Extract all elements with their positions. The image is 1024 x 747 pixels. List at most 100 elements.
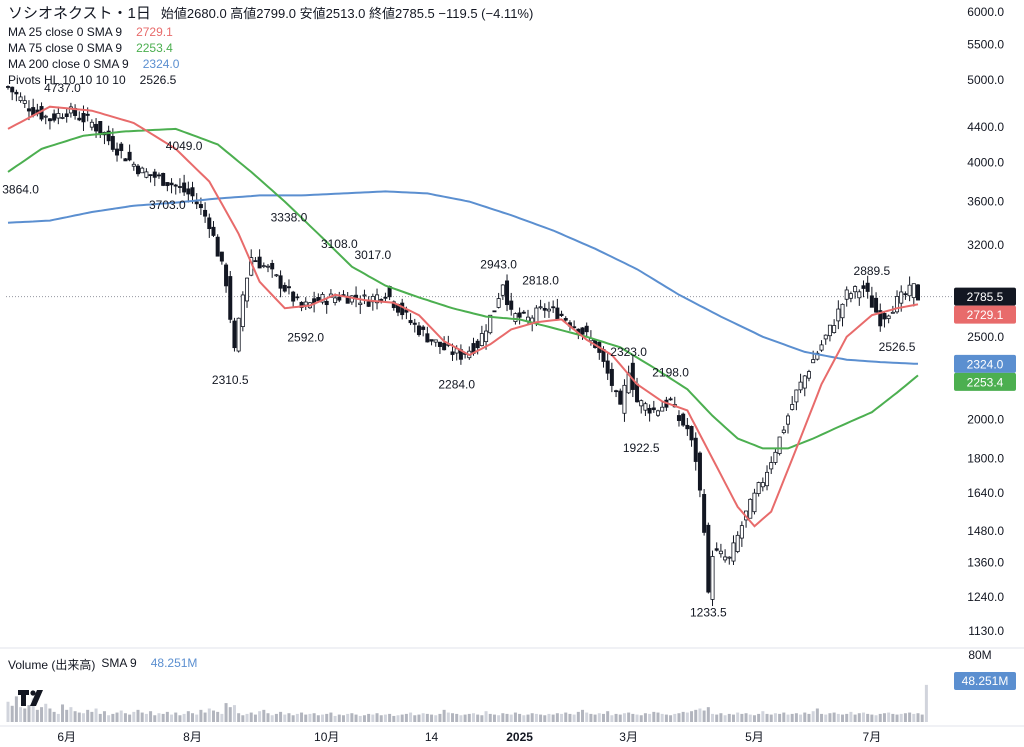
candle-body [723, 556, 728, 561]
volume-bar [111, 713, 115, 722]
volume-bar [10, 705, 14, 722]
volume-bar [337, 714, 341, 722]
candle-body [337, 296, 342, 301]
volume-bar [723, 715, 727, 722]
y-tick-label: 2000.0 [967, 413, 1004, 427]
volume-bar [153, 715, 157, 722]
volume-bar [761, 711, 765, 722]
candle-body [580, 327, 585, 335]
volume-bar [350, 713, 354, 722]
volume-bar [329, 712, 333, 722]
candle-body [727, 556, 732, 559]
candle-body [43, 115, 48, 118]
candle-body [853, 286, 858, 293]
candle-body [668, 398, 673, 401]
volume-label: Volume (出来高) [8, 658, 96, 672]
candle-body [240, 294, 245, 327]
volume-bar [736, 712, 740, 722]
volume-bar [224, 703, 228, 722]
pivot-label: 2310.5 [212, 373, 249, 387]
candle-body [358, 302, 363, 305]
candle-body [421, 326, 426, 330]
volume-bar [853, 714, 857, 722]
candle-body [274, 274, 279, 277]
price-label-bg [954, 287, 1016, 306]
volume-bar [820, 713, 824, 722]
tradingview-logo-icon[interactable] [18, 688, 46, 708]
candle-body [286, 286, 291, 289]
candle-body [916, 284, 921, 301]
ma200-line [7, 190, 919, 365]
candle-body [551, 306, 556, 309]
volume-bar [916, 713, 920, 722]
legend-ma75[interactable]: MA 75 close 0 SMA 9 2253.4 [8, 40, 533, 56]
legend-pivots[interactable]: Pivots HL 10 10 10 10 2526.5 [8, 72, 533, 88]
volume-bar [866, 713, 870, 722]
candle-body [861, 285, 866, 289]
candle-body [198, 204, 203, 209]
ohlc-values: 始値2680.0 高値2799.0 安値2513.0 終値2785.5 −119… [160, 6, 534, 21]
volume-bar [199, 709, 203, 722]
volume-bar [203, 712, 207, 722]
candle-body [815, 352, 820, 360]
candle-body [660, 406, 665, 412]
candle-body [161, 172, 166, 186]
volume-bar [430, 714, 434, 722]
legend-ma25[interactable]: MA 25 close 0 SMA 9 2729.1 [8, 24, 533, 40]
volume-bar [824, 714, 828, 722]
volume-price-label: 48.251M [962, 674, 1009, 688]
volume-bar [711, 713, 715, 722]
volume-bar [195, 714, 199, 722]
volume-bar [56, 713, 60, 722]
volume-bar [94, 708, 98, 722]
volume-bar [799, 714, 803, 722]
candle-body [869, 295, 874, 308]
volume-bar [731, 714, 735, 722]
pivots-label: Pivots HL 10 10 10 10 [8, 73, 126, 87]
symbol-name[interactable]: ソシオネクスト・1日 [8, 5, 151, 22]
candle-body [177, 186, 182, 188]
candle-body [416, 325, 421, 336]
volume-bar [392, 715, 396, 722]
volume-bar [19, 707, 23, 722]
candle-body [505, 280, 510, 306]
candle-body [379, 299, 384, 301]
candle-body [186, 188, 191, 195]
candle-body [811, 359, 816, 364]
volume-bar [144, 713, 148, 722]
price-label: 2729.1 [967, 308, 1004, 322]
volume-bar [69, 707, 73, 722]
volume-bar [417, 714, 421, 722]
candle-body [135, 165, 140, 175]
volume-bar [413, 715, 417, 722]
volume-bar [283, 714, 287, 722]
legend-ma200[interactable]: MA 200 close 0 SMA 9 2324.0 [8, 56, 533, 72]
candle-body [848, 293, 853, 299]
price-label-bg [954, 372, 1016, 391]
volume-bar [115, 712, 119, 722]
candle-body [706, 524, 711, 593]
x-tick-label: 2025 [506, 730, 533, 744]
volume-bar [895, 714, 899, 722]
candle-body [538, 306, 543, 309]
volume-bar [27, 705, 31, 722]
y-tick-label: 2500.0 [967, 330, 1004, 344]
candle-body [194, 201, 199, 205]
candle-body [98, 121, 103, 136]
candle-body [140, 167, 145, 174]
volume-bar [874, 715, 878, 722]
candle-body [152, 171, 157, 178]
candle-body [442, 342, 447, 351]
volume-bar [744, 713, 748, 722]
volume-bar [388, 713, 392, 722]
volume-bar [581, 709, 585, 722]
volume-bar [681, 711, 685, 722]
candle-body [630, 362, 635, 390]
volume-legend[interactable]: Volume (出来高) SMA 9 48.251M [8, 656, 197, 673]
candle-body [450, 351, 455, 355]
candle-body [819, 344, 824, 351]
candle-body [693, 437, 698, 462]
volume-bar [182, 713, 186, 722]
volume-bar [186, 711, 190, 722]
